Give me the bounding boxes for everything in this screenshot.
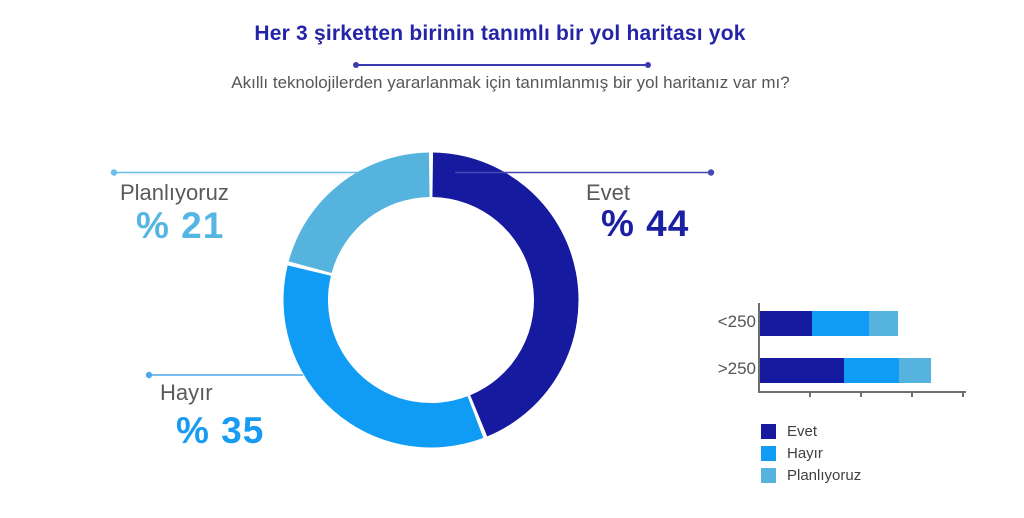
bar-axis-tick [860, 393, 862, 397]
bar-category-under-250: <250 [717, 312, 756, 331]
bar-segment-evet-row0 [760, 311, 813, 336]
page-subtitle: Akıllı teknolojilerden yararlanmak için … [231, 73, 790, 92]
legend-swatch-planliyoruz [761, 468, 776, 483]
bar-segment-hayir-row1 [843, 358, 899, 383]
bar-chart-x-axis [758, 391, 966, 393]
bar-category-over-250: >250 [717, 359, 756, 378]
bar-axis-tick [809, 393, 811, 397]
bar-axis-tick [962, 393, 964, 397]
callout-value-hayir: % 35 [176, 410, 265, 451]
stacked-bar-under-250 [760, 311, 898, 336]
bar-axis-tick [911, 393, 913, 397]
donut-segment-planliyoruz [288, 152, 430, 273]
legend-label-evet: Evet [787, 423, 818, 440]
legend-label-hayir: Hayır [787, 445, 823, 462]
callout-dot-planliyoruz [110, 169, 118, 176]
callout-value-planliyoruz: % 21 [136, 205, 225, 246]
legend-label-planliyoruz: Planlıyoruz [787, 467, 862, 484]
bar-segment-evet-row1 [760, 358, 844, 383]
callout-label-hayir: Hayır [160, 380, 213, 405]
callout-dot-evet [707, 169, 715, 176]
stacked-bar-over-250 [760, 358, 932, 383]
bar-segment-planliyoruz-row0 [869, 311, 898, 336]
callout-label-evet: Evet [586, 180, 631, 205]
divider-right-dot [645, 62, 651, 68]
donut-segment-evet [432, 152, 579, 437]
bar-segment-hayir-row0 [812, 311, 870, 336]
callout-dot-hayir [145, 371, 153, 379]
legend-swatch-hayir [761, 446, 776, 461]
divider-left-dot [353, 62, 359, 68]
bar-chart-y-axis [758, 303, 760, 392]
legend-item-hayir: Hayır [761, 445, 823, 462]
legend-item-evet: Evet [761, 423, 818, 440]
page-title: Her 3 şirketten birinin tanımlı bir yol … [254, 22, 746, 45]
callout-value-evet: % 44 [601, 203, 690, 244]
donut-segment-hayir [283, 265, 484, 448]
title-divider [353, 62, 651, 68]
callout-label-planliyoruz: Planlıyoruz [120, 180, 229, 205]
bar-segment-planliyoruz-row1 [898, 358, 932, 383]
legend-swatch-evet [761, 424, 776, 439]
legend-item-planliyoruz: Planlıyoruz [761, 467, 862, 484]
